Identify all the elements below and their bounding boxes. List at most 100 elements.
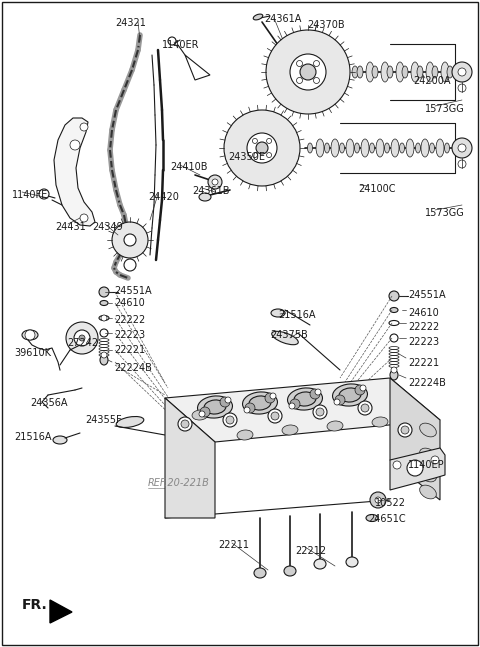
Circle shape [199,411,205,417]
Ellipse shape [376,139,384,157]
Ellipse shape [411,62,419,82]
Ellipse shape [387,66,393,78]
Circle shape [252,138,257,144]
Circle shape [66,322,98,354]
Circle shape [335,395,345,405]
Text: 22222: 22222 [114,315,145,325]
Circle shape [361,404,369,412]
Ellipse shape [402,66,408,78]
Ellipse shape [198,396,232,418]
Ellipse shape [420,485,436,499]
Text: 22221: 22221 [408,358,439,368]
Text: 10522: 10522 [375,498,406,508]
Circle shape [391,367,397,373]
Ellipse shape [390,370,398,380]
Text: 1140EP: 1140EP [408,460,444,470]
Text: 24321: 24321 [115,18,146,28]
Circle shape [458,68,466,76]
Circle shape [271,412,279,420]
Text: 24350E: 24350E [228,152,265,162]
Circle shape [393,461,401,469]
Circle shape [99,287,109,297]
Text: 24361A: 24361A [264,14,301,24]
Ellipse shape [327,421,343,431]
Ellipse shape [444,143,449,153]
Ellipse shape [254,568,266,578]
Text: 22212: 22212 [295,546,326,556]
Circle shape [370,492,386,508]
Ellipse shape [272,331,298,345]
Circle shape [244,407,250,413]
Circle shape [334,399,340,405]
Ellipse shape [346,557,358,567]
Ellipse shape [314,559,326,569]
Ellipse shape [116,417,144,428]
Circle shape [212,179,218,185]
Circle shape [452,138,472,158]
Text: 39610K: 39610K [14,348,51,358]
Ellipse shape [381,62,389,82]
Ellipse shape [384,143,389,153]
Text: 1140FE: 1140FE [12,190,48,200]
Ellipse shape [417,66,423,78]
Ellipse shape [282,425,298,435]
Circle shape [266,153,272,158]
Text: 24361B: 24361B [192,186,229,196]
Ellipse shape [288,388,323,410]
Text: 24410B: 24410B [170,162,207,172]
Ellipse shape [253,14,263,20]
Circle shape [360,385,366,391]
Circle shape [375,497,381,503]
Circle shape [297,61,302,67]
Circle shape [300,64,316,80]
Circle shape [224,110,300,186]
Ellipse shape [271,309,285,317]
Circle shape [398,423,412,437]
Ellipse shape [436,139,444,157]
Ellipse shape [324,143,329,153]
Ellipse shape [237,430,253,440]
Text: 21516A: 21516A [278,310,315,320]
Circle shape [313,78,320,83]
Ellipse shape [420,468,436,482]
Circle shape [452,62,472,82]
Text: FR.: FR. [22,598,48,612]
Ellipse shape [372,417,388,427]
Circle shape [101,352,107,358]
Circle shape [220,397,230,407]
Text: 24431: 24431 [55,222,86,232]
Circle shape [458,144,466,152]
Ellipse shape [199,193,211,201]
Ellipse shape [390,307,398,313]
Ellipse shape [441,62,449,82]
Circle shape [208,175,222,189]
Text: 24551A: 24551A [408,290,445,300]
Polygon shape [390,448,445,490]
Circle shape [124,234,136,246]
Circle shape [407,460,423,476]
Circle shape [178,417,192,431]
Circle shape [252,153,257,158]
Circle shape [101,315,107,321]
Circle shape [355,385,365,395]
Circle shape [290,399,300,409]
Text: 24610: 24610 [114,298,145,308]
Polygon shape [390,378,440,500]
Ellipse shape [346,139,354,157]
Polygon shape [54,118,95,226]
Ellipse shape [416,143,420,153]
Circle shape [223,413,237,427]
Text: 24651C: 24651C [368,514,406,524]
Polygon shape [165,398,215,518]
Circle shape [247,133,277,163]
Ellipse shape [204,400,226,414]
Circle shape [124,259,136,271]
Circle shape [39,189,49,199]
Text: 22224B: 22224B [114,363,152,373]
Circle shape [80,214,88,222]
Polygon shape [165,378,440,442]
Circle shape [200,407,210,417]
Text: REF.20-221B: REF.20-221B [148,478,210,488]
Circle shape [458,84,466,92]
Ellipse shape [339,143,345,153]
